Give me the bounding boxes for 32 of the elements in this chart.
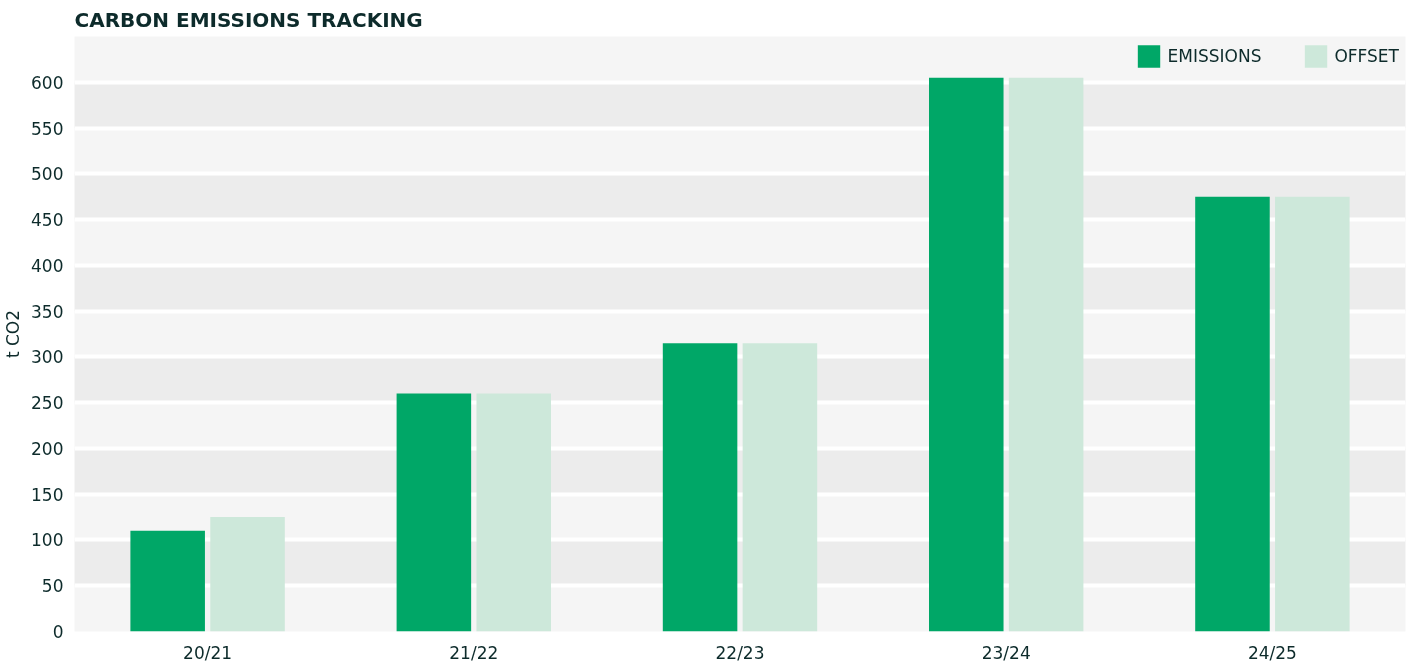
y-tick-label: 0	[52, 622, 64, 642]
x-tick-label: 24/25	[1247, 642, 1297, 663]
legend-label: EMISSIONS	[1167, 46, 1262, 66]
y-axis-title: t CO2	[3, 309, 24, 359]
bar	[929, 77, 1004, 632]
x-tick-label: 21/22	[449, 642, 499, 663]
y-tick-label: 500	[31, 164, 64, 185]
y-tick-label: 600	[31, 72, 64, 93]
x-tick-label: 23/24	[981, 642, 1031, 663]
bar	[1008, 77, 1084, 632]
x-tick-label: 20/21	[183, 642, 233, 663]
y-tick-label: 150	[31, 484, 64, 505]
bar	[662, 343, 738, 632]
y-tick-label: 400	[31, 255, 64, 276]
bar	[1275, 196, 1350, 632]
y-tick-label: 50	[41, 576, 64, 597]
bar	[396, 393, 472, 632]
x-tick-label: 22/23	[715, 642, 765, 663]
bar	[742, 343, 818, 632]
y-tick-label: 350	[31, 301, 64, 322]
y-tick-label: 100	[31, 530, 64, 551]
bar	[210, 517, 285, 632]
y-tick-label: 450	[31, 210, 64, 231]
legend-label: OFFSET	[1334, 46, 1399, 66]
y-tick-label: 250	[31, 393, 64, 414]
y-tick-label: 550	[31, 118, 64, 139]
chart-title: CARBON EMISSIONS TRACKING	[74, 7, 423, 32]
bar	[130, 530, 205, 632]
bar	[476, 393, 551, 632]
y-tick-label: 300	[31, 347, 64, 368]
y-tick-label: 200	[31, 438, 64, 459]
bar	[1195, 196, 1270, 632]
